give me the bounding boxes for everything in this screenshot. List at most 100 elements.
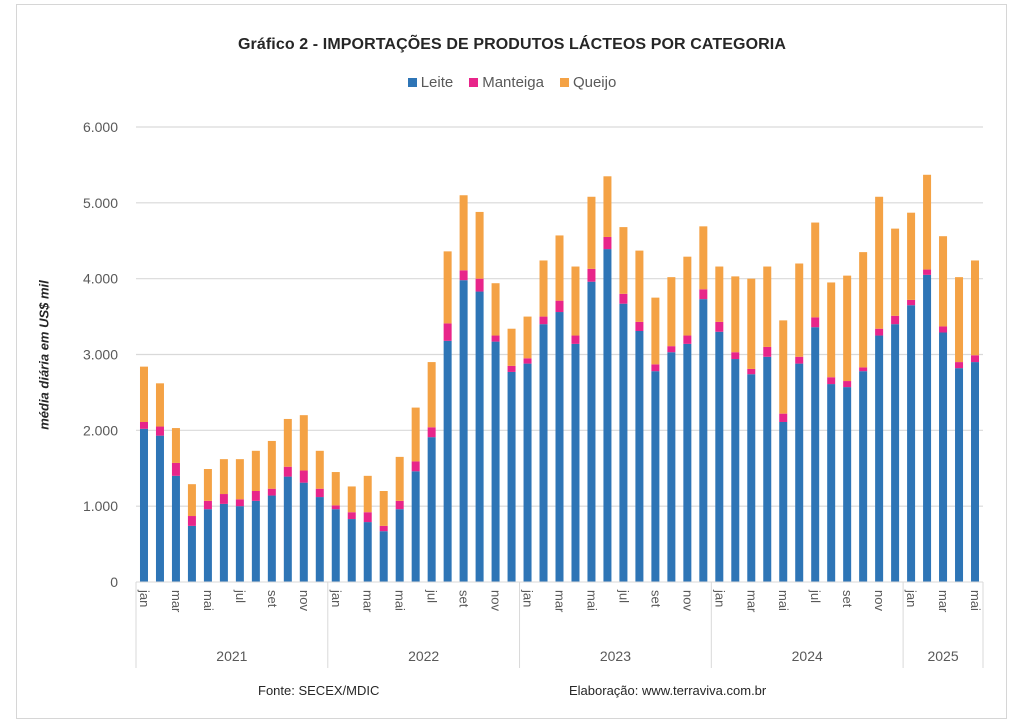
bar-queijo — [939, 236, 948, 327]
bar-queijo — [555, 235, 564, 301]
bar-leite — [587, 281, 596, 582]
bar-leite — [635, 330, 644, 582]
bar-leite — [283, 476, 292, 582]
legend-item-leite: Leite — [407, 74, 453, 91]
bar-manteiga — [331, 505, 340, 510]
bar-manteiga — [955, 362, 964, 369]
bar-queijo — [651, 297, 660, 365]
bar-manteiga — [939, 326, 948, 333]
bar-manteiga — [827, 377, 836, 385]
x-tick-label: nov — [872, 590, 887, 611]
bar-queijo — [571, 266, 580, 336]
bar-manteiga — [731, 352, 740, 360]
bar-queijo — [411, 407, 420, 462]
bar-leite — [795, 363, 804, 582]
bar-queijo — [347, 486, 356, 513]
legend-swatch-queijo — [559, 78, 569, 87]
legend-item-manteiga: Manteiga — [469, 74, 544, 91]
bar-manteiga — [411, 461, 420, 472]
bar-leite — [667, 352, 676, 582]
bar-queijo — [811, 222, 820, 318]
x-tick-label: mai — [776, 590, 791, 611]
bar-manteiga — [619, 293, 628, 304]
bar-manteiga — [427, 427, 436, 438]
bar-manteiga — [395, 500, 404, 510]
bar-manteiga — [539, 316, 548, 325]
bar-leite — [459, 280, 468, 582]
source-note: Fonte: SECEX/MDIC — [258, 683, 380, 698]
bar-leite — [555, 312, 564, 582]
bar-manteiga — [603, 236, 612, 250]
bar-queijo — [491, 283, 500, 336]
x-tick-label: nov — [680, 590, 695, 611]
bar-leite — [347, 519, 356, 582]
bar-leite — [219, 503, 228, 582]
bar-leite — [491, 341, 500, 582]
bar-queijo — [683, 256, 692, 336]
bar-manteiga — [315, 488, 324, 498]
bar-leite — [971, 362, 980, 582]
bar-manteiga — [683, 335, 692, 344]
bar-manteiga — [635, 321, 644, 331]
bar-queijo — [363, 475, 372, 513]
bar-manteiga — [843, 381, 852, 388]
bar-leite — [699, 299, 708, 582]
bar-queijo — [843, 275, 852, 382]
year-label: 2025 — [927, 648, 958, 664]
bar-manteiga — [859, 367, 868, 372]
bar-queijo — [235, 459, 244, 500]
bar-queijo — [283, 418, 292, 467]
chart-legend: Leite Manteiga Queijo — [0, 74, 1024, 91]
x-tick-label: jul — [808, 589, 823, 603]
bar-queijo — [459, 195, 468, 271]
legend-label-queijo: Queijo — [572, 74, 617, 91]
bar-manteiga — [155, 426, 164, 436]
bar-leite — [331, 509, 340, 582]
bar-queijo — [155, 383, 164, 427]
bar-queijo — [827, 282, 836, 378]
year-label: 2024 — [792, 648, 823, 664]
x-tick-label: set — [648, 590, 663, 608]
bar-leite — [235, 506, 244, 582]
bar-leite — [267, 495, 276, 582]
bar-queijo — [251, 450, 260, 491]
bar-leite — [715, 331, 724, 582]
y-tick-label: 3.000 — [83, 347, 118, 363]
x-tick-label: jul — [425, 589, 440, 603]
x-tick-label: mai — [393, 590, 408, 611]
bar-manteiga — [923, 269, 932, 275]
bar-queijo — [299, 415, 308, 471]
y-tick-label: 4.000 — [83, 271, 118, 287]
bar-queijo — [635, 250, 644, 322]
bar-leite — [443, 340, 452, 582]
bar-leite — [779, 421, 788, 582]
bar-leite — [955, 368, 964, 582]
legend-label-manteiga: Manteiga — [482, 74, 544, 91]
bar-manteiga — [763, 346, 772, 357]
year-label: 2022 — [408, 648, 439, 664]
chart-title: Gráfico 2 - IMPORTAÇÕES DE PRODUTOS LÁCT… — [238, 36, 786, 53]
y-tick-label: 2.000 — [83, 422, 118, 438]
bar-queijo — [667, 277, 676, 347]
bar-manteiga — [507, 365, 516, 372]
bar-manteiga — [555, 300, 564, 313]
bar-queijo — [971, 260, 980, 356]
bar-queijo — [619, 227, 628, 294]
bar-manteiga — [667, 346, 676, 353]
bar-queijo — [603, 176, 612, 237]
legend-item-queijo: Queijo — [559, 74, 617, 91]
bar-manteiga — [203, 500, 212, 510]
bar-manteiga — [651, 364, 660, 372]
bar-manteiga — [491, 335, 500, 342]
x-tick-label: jan — [712, 589, 727, 607]
year-label: 2023 — [600, 648, 631, 664]
bar-manteiga — [267, 488, 276, 496]
bar-manteiga — [811, 317, 820, 328]
x-tick-label: nov — [489, 590, 504, 611]
bar-queijo — [395, 456, 404, 501]
bar-manteiga — [235, 499, 244, 507]
bar-manteiga — [891, 315, 900, 325]
y-tick-label: 5.000 — [83, 195, 118, 211]
bar-leite — [571, 343, 580, 582]
bar-queijo — [731, 276, 740, 353]
